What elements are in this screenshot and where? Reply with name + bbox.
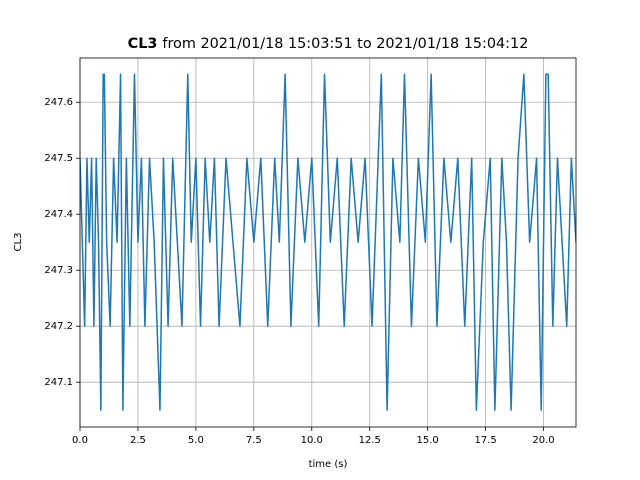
y-tick-label: 247.4 xyxy=(44,209,73,220)
y-tick-label: 247.5 xyxy=(44,153,73,164)
x-tick-label: 0.0 xyxy=(72,435,88,446)
axes-frame xyxy=(79,57,577,428)
title-rest: from 2021/01/18 15:03:51 to 2021/01/18 1… xyxy=(162,36,528,52)
data-line xyxy=(80,73,576,411)
x-tick-label: 12.5 xyxy=(359,435,381,446)
y-axis-label: CL3 xyxy=(13,233,24,252)
x-tick-label: 15.0 xyxy=(417,435,439,446)
title-bold: CL3 xyxy=(128,36,158,52)
x-tick-label: 5.0 xyxy=(188,435,204,446)
y-tick-label: 247.3 xyxy=(44,265,73,276)
x-tick-label: 10.0 xyxy=(301,435,323,446)
x-tick-label: 7.5 xyxy=(246,435,262,446)
y-tick-label: 247.6 xyxy=(44,97,73,108)
x-axis-label: time (s) xyxy=(309,459,348,470)
y-tick-label: 247.2 xyxy=(44,321,73,332)
chart-title: CL3 from 2021/01/18 15:03:51 to 2021/01/1… xyxy=(128,36,529,52)
x-tick-label: 2.5 xyxy=(130,435,146,446)
plot xyxy=(80,73,576,411)
x-tick-label: 17.5 xyxy=(474,435,496,446)
x-tick-label: 20.0 xyxy=(532,435,554,446)
y-tick-label: 247.1 xyxy=(44,377,73,388)
